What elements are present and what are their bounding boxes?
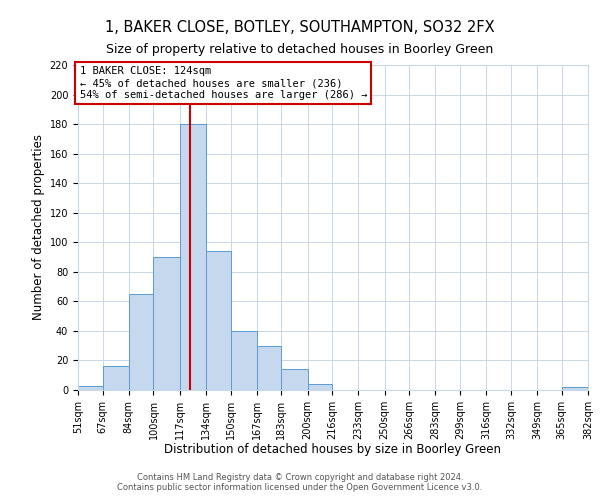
Text: Size of property relative to detached houses in Boorley Green: Size of property relative to detached ho…	[106, 42, 494, 56]
Bar	[257, 346, 281, 390]
Bar	[179, 124, 206, 390]
Bar	[129, 294, 154, 390]
Bar	[78, 386, 103, 390]
Bar	[230, 331, 257, 390]
Bar	[308, 384, 332, 390]
Text: 1 BAKER CLOSE: 124sqm
← 45% of detached houses are smaller (236)
54% of semi-det: 1 BAKER CLOSE: 124sqm ← 45% of detached …	[80, 66, 367, 100]
Bar	[103, 366, 129, 390]
Bar	[154, 257, 179, 390]
Text: Contains HM Land Registry data © Crown copyright and database right 2024.: Contains HM Land Registry data © Crown c…	[137, 474, 463, 482]
Text: Contains public sector information licensed under the Open Government Licence v3: Contains public sector information licen…	[118, 484, 482, 492]
Text: 1, BAKER CLOSE, BOTLEY, SOUTHAMPTON, SO32 2FX: 1, BAKER CLOSE, BOTLEY, SOUTHAMPTON, SO3…	[105, 20, 495, 35]
Bar	[281, 370, 308, 390]
Bar	[206, 251, 230, 390]
X-axis label: Distribution of detached houses by size in Boorley Green: Distribution of detached houses by size …	[164, 444, 502, 456]
Bar	[562, 387, 588, 390]
Y-axis label: Number of detached properties: Number of detached properties	[32, 134, 46, 320]
